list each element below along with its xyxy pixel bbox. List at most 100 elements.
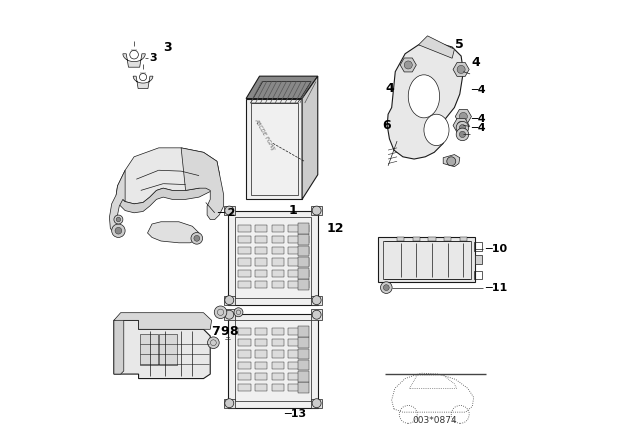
Text: 3: 3: [163, 40, 172, 54]
Text: ─10: ─10: [485, 244, 507, 254]
Text: 8: 8: [230, 325, 238, 338]
Polygon shape: [181, 148, 224, 220]
Circle shape: [447, 157, 456, 166]
Polygon shape: [255, 384, 267, 391]
Polygon shape: [378, 237, 475, 282]
Polygon shape: [288, 362, 300, 369]
Polygon shape: [116, 172, 220, 213]
Polygon shape: [298, 360, 309, 370]
Circle shape: [191, 233, 203, 244]
Polygon shape: [298, 382, 309, 393]
Polygon shape: [255, 270, 267, 277]
Polygon shape: [271, 247, 284, 254]
Circle shape: [460, 112, 467, 121]
Circle shape: [312, 310, 321, 319]
Polygon shape: [255, 350, 267, 358]
Polygon shape: [288, 270, 300, 277]
Polygon shape: [239, 225, 251, 232]
Polygon shape: [255, 339, 267, 346]
Polygon shape: [298, 337, 309, 348]
Polygon shape: [239, 236, 251, 243]
Polygon shape: [271, 281, 284, 288]
Circle shape: [380, 282, 392, 293]
Polygon shape: [288, 258, 300, 266]
Polygon shape: [255, 247, 267, 254]
Circle shape: [194, 236, 200, 241]
Polygon shape: [305, 270, 309, 277]
Polygon shape: [298, 326, 309, 337]
Polygon shape: [298, 234, 309, 245]
Text: ABCDE FGHIJ: ABCDE FGHIJ: [253, 118, 275, 151]
Polygon shape: [271, 258, 284, 266]
Polygon shape: [133, 76, 153, 89]
Polygon shape: [271, 339, 284, 346]
Polygon shape: [271, 384, 284, 391]
Circle shape: [116, 217, 121, 222]
Text: ─4: ─4: [472, 85, 486, 95]
Text: 4: 4: [472, 56, 480, 69]
Polygon shape: [428, 237, 436, 241]
Polygon shape: [311, 296, 323, 305]
Polygon shape: [271, 373, 284, 380]
Polygon shape: [239, 362, 251, 369]
Polygon shape: [298, 257, 309, 267]
Circle shape: [383, 285, 389, 291]
Circle shape: [312, 399, 321, 408]
Circle shape: [404, 61, 412, 69]
Polygon shape: [271, 225, 284, 232]
Polygon shape: [109, 170, 125, 234]
Polygon shape: [288, 350, 300, 358]
Polygon shape: [114, 313, 212, 329]
Polygon shape: [239, 328, 251, 335]
Polygon shape: [305, 247, 309, 254]
Circle shape: [214, 306, 227, 319]
Polygon shape: [288, 373, 300, 380]
Polygon shape: [239, 339, 251, 346]
Polygon shape: [140, 334, 158, 365]
Polygon shape: [302, 76, 317, 199]
Polygon shape: [453, 62, 469, 77]
Circle shape: [112, 224, 125, 237]
Polygon shape: [460, 237, 467, 241]
Circle shape: [312, 206, 321, 215]
Polygon shape: [305, 225, 309, 232]
Polygon shape: [455, 109, 472, 124]
Circle shape: [456, 121, 468, 134]
Polygon shape: [298, 223, 309, 234]
Polygon shape: [298, 349, 309, 359]
Polygon shape: [298, 246, 309, 256]
Polygon shape: [255, 281, 267, 288]
Text: 1: 1: [289, 204, 298, 217]
Polygon shape: [444, 237, 451, 241]
Polygon shape: [224, 206, 235, 215]
Polygon shape: [224, 296, 235, 305]
Polygon shape: [305, 281, 309, 288]
Ellipse shape: [424, 114, 449, 146]
Circle shape: [114, 215, 123, 224]
Polygon shape: [239, 373, 251, 380]
Polygon shape: [271, 362, 284, 369]
Polygon shape: [311, 309, 323, 320]
Circle shape: [457, 65, 465, 73]
Polygon shape: [288, 384, 300, 391]
Ellipse shape: [408, 75, 440, 118]
Polygon shape: [148, 222, 199, 243]
Polygon shape: [305, 258, 309, 266]
Polygon shape: [288, 339, 300, 346]
Text: 5: 5: [455, 38, 464, 52]
Text: ─4: ─4: [472, 114, 486, 124]
Circle shape: [207, 337, 220, 349]
Text: 9: 9: [221, 325, 229, 338]
Polygon shape: [114, 320, 210, 379]
Polygon shape: [239, 384, 251, 391]
Circle shape: [460, 125, 466, 131]
Circle shape: [225, 399, 234, 408]
Polygon shape: [239, 270, 251, 277]
Circle shape: [456, 128, 468, 141]
Circle shape: [460, 131, 466, 138]
Polygon shape: [288, 236, 300, 243]
Polygon shape: [255, 328, 267, 335]
Circle shape: [457, 121, 465, 129]
Polygon shape: [255, 258, 267, 266]
Polygon shape: [118, 148, 220, 204]
